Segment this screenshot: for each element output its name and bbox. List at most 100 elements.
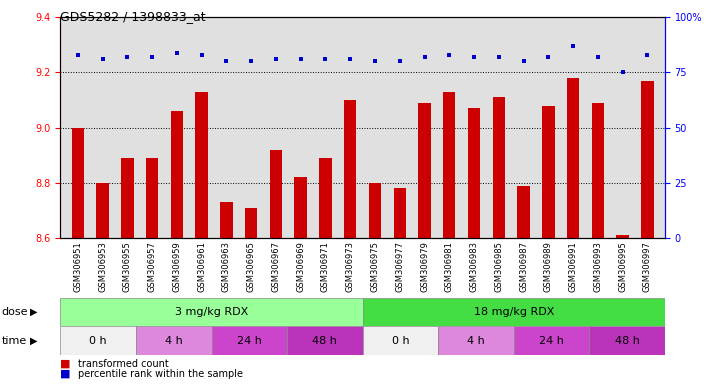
Text: GSM306957: GSM306957 (148, 241, 156, 292)
Point (245, 58, 257, 65)
Text: GSM306995: GSM306995 (618, 241, 627, 292)
Bar (245, 208, 257, 238)
Point (493, 54, 505, 60)
Bar (363, 326, 438, 355)
Bar (394, 189, 406, 238)
Text: 24 h: 24 h (237, 336, 262, 346)
Bar (641, 81, 653, 238)
Bar (287, 326, 363, 355)
Bar (468, 108, 480, 238)
Bar (363, 298, 665, 326)
Bar (418, 103, 431, 238)
Text: 0 h: 0 h (392, 336, 410, 346)
Text: percentile rank within the sample: percentile rank within the sample (78, 369, 243, 379)
Text: GSM306991: GSM306991 (569, 241, 577, 292)
Text: GSM306961: GSM306961 (197, 241, 206, 292)
Text: GSM306989: GSM306989 (544, 241, 553, 292)
Text: dose: dose (1, 307, 28, 317)
Point (469, 54, 480, 60)
Bar (72, 128, 84, 238)
Text: GSM306971: GSM306971 (321, 241, 330, 292)
Text: GSM306967: GSM306967 (272, 241, 280, 292)
Point (171, 50, 183, 56)
Bar (97, 183, 109, 238)
Text: GSM306963: GSM306963 (222, 241, 231, 292)
Text: 4 h: 4 h (165, 336, 183, 346)
Text: GSM306993: GSM306993 (594, 241, 602, 292)
Bar (319, 158, 331, 238)
Text: 18 mg/kg RDX: 18 mg/kg RDX (474, 307, 554, 317)
Text: ■: ■ (60, 359, 71, 369)
Bar (60, 326, 136, 355)
Text: GSM306959: GSM306959 (172, 241, 181, 292)
Bar (589, 326, 665, 355)
Bar (171, 111, 183, 238)
Bar (60, 298, 363, 326)
Point (146, 54, 158, 60)
Text: GSM306953: GSM306953 (98, 241, 107, 292)
Text: GSM306981: GSM306981 (445, 241, 454, 292)
Bar (567, 78, 579, 238)
Point (196, 52, 208, 58)
Point (592, 54, 604, 60)
Point (567, 43, 579, 49)
Text: GSM306977: GSM306977 (395, 241, 405, 292)
Text: ▶: ▶ (30, 336, 38, 346)
Text: GSM306985: GSM306985 (494, 241, 503, 292)
Bar (196, 92, 208, 238)
Text: GSM306987: GSM306987 (519, 241, 528, 292)
Bar (542, 106, 555, 238)
Bar (121, 158, 134, 238)
Bar (438, 326, 514, 355)
Point (642, 52, 653, 58)
Point (295, 56, 306, 62)
Point (270, 56, 282, 62)
Bar (443, 92, 456, 238)
Bar (212, 326, 287, 355)
Point (444, 52, 455, 58)
Text: ▶: ▶ (30, 307, 38, 317)
Bar (493, 97, 505, 238)
Text: 24 h: 24 h (539, 336, 564, 346)
Point (369, 58, 380, 65)
Bar (616, 235, 629, 238)
Point (97, 56, 108, 62)
Text: GSM306975: GSM306975 (370, 241, 380, 292)
Text: GSM306955: GSM306955 (123, 241, 132, 292)
Point (617, 70, 629, 76)
Bar (344, 100, 356, 238)
Bar (146, 158, 159, 238)
Text: GDS5282 / 1398833_at: GDS5282 / 1398833_at (60, 10, 206, 23)
Point (220, 58, 232, 65)
Point (345, 56, 356, 62)
Text: time: time (1, 336, 27, 346)
Text: GSM306951: GSM306951 (73, 241, 82, 292)
Point (320, 56, 331, 62)
Text: 3 mg/kg RDX: 3 mg/kg RDX (175, 307, 248, 317)
Text: transformed count: transformed count (78, 359, 169, 369)
Bar (136, 326, 212, 355)
Bar (220, 202, 232, 238)
Text: 0 h: 0 h (90, 336, 107, 346)
Text: GSM306979: GSM306979 (420, 241, 429, 292)
Text: GSM306969: GSM306969 (296, 241, 305, 292)
Point (72, 52, 83, 58)
Text: GSM306983: GSM306983 (469, 241, 479, 292)
Text: ■: ■ (60, 369, 71, 379)
Text: GSM306965: GSM306965 (247, 241, 256, 292)
Bar (592, 103, 604, 238)
Text: 48 h: 48 h (614, 336, 639, 346)
Text: GSM306997: GSM306997 (643, 241, 652, 292)
Point (394, 58, 405, 65)
Point (518, 58, 529, 65)
Text: 4 h: 4 h (467, 336, 485, 346)
Bar (514, 326, 589, 355)
Point (542, 54, 554, 60)
Text: GSM306973: GSM306973 (346, 241, 355, 292)
Bar (518, 185, 530, 238)
Text: 48 h: 48 h (312, 336, 337, 346)
Bar (269, 150, 282, 238)
Point (122, 54, 133, 60)
Bar (369, 183, 381, 238)
Bar (294, 177, 307, 238)
